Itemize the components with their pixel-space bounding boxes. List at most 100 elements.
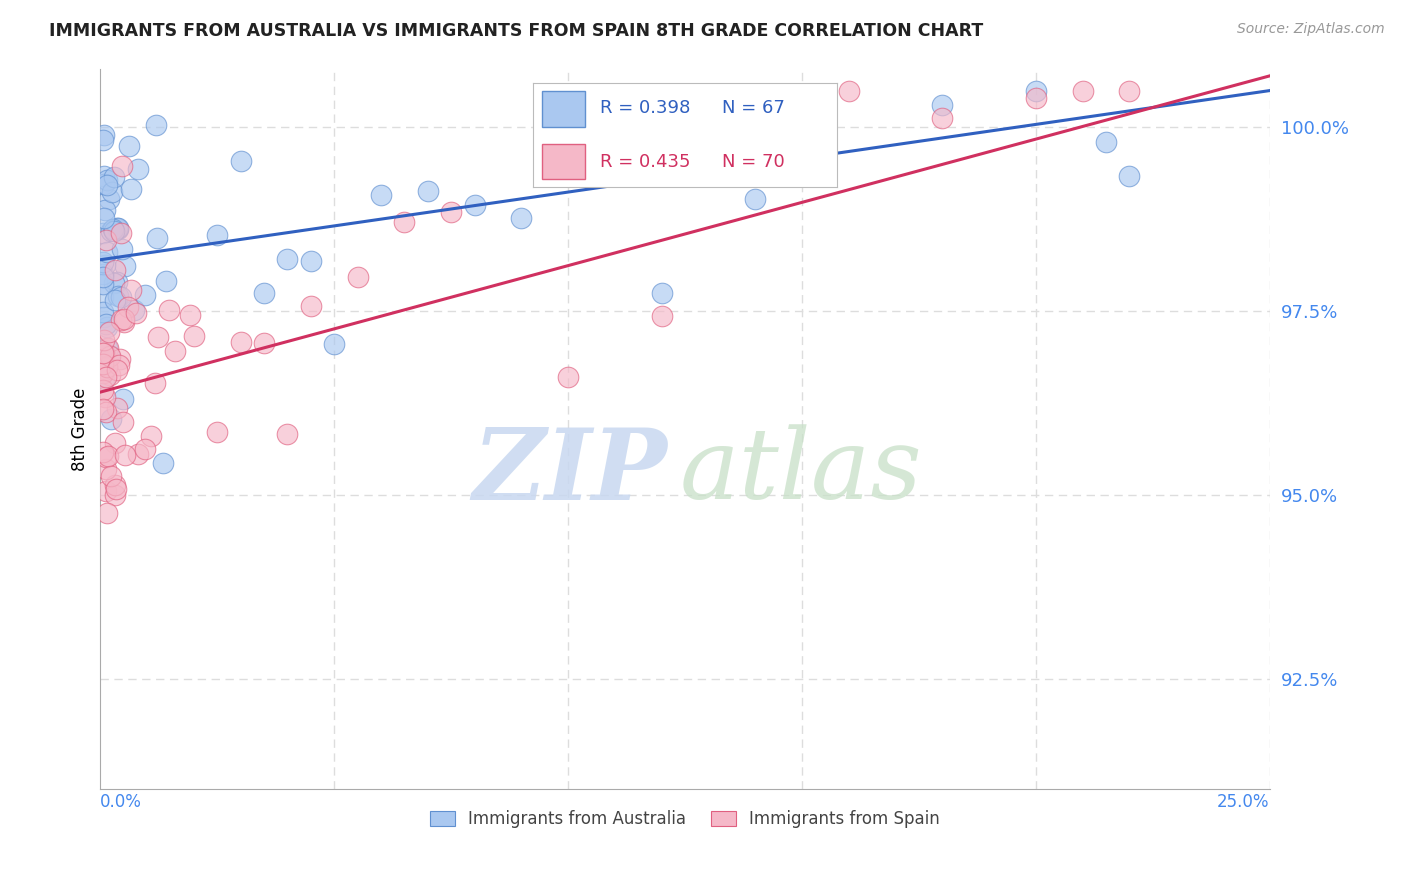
Point	[97, 449, 120, 463]
Point	[323, 337, 346, 351]
Point	[107, 222, 129, 236]
Point	[96, 462, 118, 476]
Point	[108, 358, 131, 372]
Point	[94, 450, 117, 464]
Point	[101, 222, 124, 236]
Point	[94, 405, 117, 419]
Point	[416, 184, 439, 198]
Point	[100, 224, 122, 238]
Point	[96, 369, 118, 384]
Point	[93, 177, 115, 191]
Point	[98, 192, 121, 206]
Point	[122, 302, 145, 317]
Point	[299, 254, 322, 268]
Point	[91, 268, 114, 282]
Point	[93, 169, 115, 183]
Point	[96, 178, 118, 192]
Point	[94, 233, 117, 247]
Point	[118, 139, 141, 153]
Point	[838, 84, 860, 98]
Point	[105, 482, 128, 496]
Point	[1095, 135, 1118, 149]
Point	[98, 368, 121, 383]
Point	[100, 469, 122, 483]
Point	[103, 224, 125, 238]
Point	[370, 188, 392, 202]
Point	[91, 290, 114, 304]
Y-axis label: 8th Grade: 8th Grade	[72, 387, 89, 471]
Point	[107, 221, 129, 235]
Point	[110, 313, 132, 327]
Point	[1071, 84, 1094, 98]
Point	[207, 227, 229, 242]
Point	[651, 286, 673, 301]
Point	[1025, 84, 1047, 98]
Point	[253, 336, 276, 351]
Point	[464, 198, 486, 212]
Point	[148, 330, 170, 344]
Point	[104, 293, 127, 308]
Point	[93, 334, 115, 348]
Point	[96, 341, 118, 355]
Point	[394, 215, 416, 229]
Text: 25.0%: 25.0%	[1218, 793, 1270, 811]
Point	[165, 343, 187, 358]
Point	[139, 429, 162, 443]
Point	[207, 425, 229, 439]
Point	[93, 346, 115, 360]
Point	[117, 300, 139, 314]
Point	[651, 309, 673, 323]
Point	[107, 289, 129, 303]
Point	[120, 283, 142, 297]
Point	[96, 506, 118, 520]
Point	[91, 255, 114, 269]
Point	[440, 205, 463, 219]
Point	[1025, 90, 1047, 104]
Point	[96, 483, 118, 498]
Point	[127, 447, 149, 461]
Point	[105, 221, 128, 235]
Point	[114, 259, 136, 273]
Point	[105, 401, 128, 415]
Point	[103, 169, 125, 184]
Point	[91, 133, 114, 147]
Point	[931, 112, 953, 126]
Point	[134, 442, 156, 456]
Point	[112, 311, 135, 326]
Point	[93, 372, 115, 386]
Point	[114, 448, 136, 462]
Point	[91, 304, 114, 318]
Point	[229, 334, 252, 349]
Point	[96, 173, 118, 187]
Point	[183, 328, 205, 343]
Point	[253, 285, 276, 300]
Point	[790, 153, 813, 168]
Point	[931, 98, 953, 112]
Point	[97, 348, 120, 362]
Point	[91, 346, 114, 360]
Point	[112, 315, 135, 329]
Point	[179, 308, 201, 322]
Point	[125, 306, 148, 320]
Point	[346, 270, 368, 285]
Point	[96, 359, 118, 374]
Point	[790, 164, 813, 178]
Point	[1118, 84, 1140, 98]
Point	[91, 277, 114, 291]
Point	[94, 202, 117, 217]
Point	[229, 154, 252, 169]
Text: Source: ZipAtlas.com: Source: ZipAtlas.com	[1237, 22, 1385, 37]
Point	[93, 128, 115, 142]
Point	[100, 412, 122, 426]
Point	[127, 161, 149, 176]
Point	[110, 226, 132, 240]
Point	[98, 349, 121, 363]
Point	[143, 376, 166, 391]
Point	[93, 211, 115, 225]
Point	[93, 390, 115, 404]
Point	[96, 359, 118, 374]
Legend: Immigrants from Australia, Immigrants from Spain: Immigrants from Australia, Immigrants fr…	[423, 804, 946, 835]
Point	[93, 310, 115, 325]
Point	[299, 299, 322, 313]
Point	[557, 370, 579, 384]
